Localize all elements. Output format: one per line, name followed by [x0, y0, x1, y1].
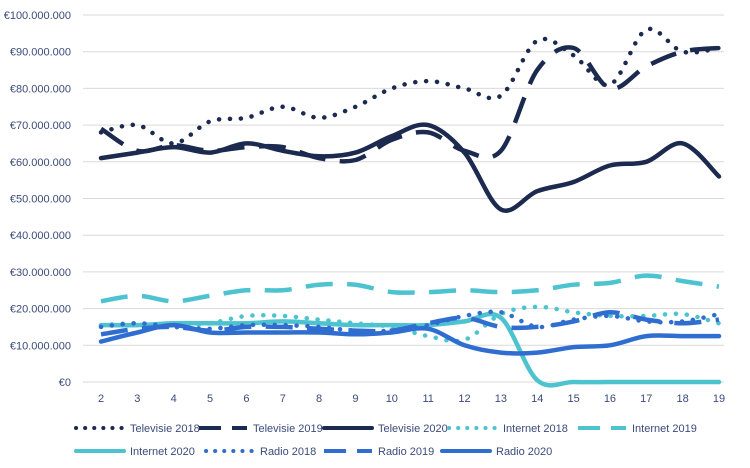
- grid-layer: [83, 14, 724, 383]
- y-axis: €0 €10.000.000 €20.000.000 €30.000.000 €40.0…: [4, 10, 71, 389]
- y-tick-label: €30.000.000: [10, 267, 71, 279]
- series-line-televisie-2020: [98, 122, 722, 213]
- x-tick-label: 18: [677, 393, 689, 405]
- series-line-televisie-2018: [98, 26, 722, 146]
- legend: Televisie 2018 Televisie 2019 Televisie 20…: [74, 423, 697, 458]
- legend-label-televisie-2018: Televisie 2018: [130, 423, 200, 435]
- y-tick-label: €60.000.000: [10, 157, 71, 169]
- legend-label-televisie-2019: Televisie 2019: [253, 423, 323, 435]
- legend-label-radio-2019: Radio 2019: [378, 446, 434, 458]
- x-tick-label: 19: [713, 393, 725, 405]
- y-tick-label: €100.000.000: [4, 10, 71, 22]
- x-tick-label: 15: [567, 393, 579, 405]
- x-tick-label: 2: [98, 393, 104, 405]
- x-tick-label: 17: [640, 393, 652, 405]
- x-tick-label: 11: [422, 393, 433, 405]
- series-line-internet-2018: [98, 304, 722, 344]
- series-layer: [98, 26, 722, 388]
- x-tick-label: 14: [531, 393, 543, 405]
- x-tick-label: 4: [171, 393, 177, 405]
- y-tick-label: €70.000.000: [10, 120, 71, 132]
- series-line-internet-2019: [100, 273, 720, 304]
- legend-label-televisie-2020: Televisie 2020: [378, 423, 448, 435]
- legend-label-radio-2020: Radio 2020: [496, 446, 552, 458]
- y-tick-label: €50.000.000: [10, 194, 71, 206]
- x-tick-label: 6: [243, 393, 249, 405]
- legend-label-internet-2020: Internet 2020: [130, 446, 195, 458]
- legend-label-radio-2018: Radio 2018: [260, 446, 316, 458]
- y-tick-label: €10.000.000: [10, 340, 71, 352]
- legend-label-internet-2018: Internet 2018: [503, 423, 568, 435]
- x-tick-label: 5: [207, 393, 213, 405]
- x-tick-label: 8: [316, 393, 322, 405]
- series-line-internet-2020: [98, 311, 722, 388]
- series-line-radio-2020: [98, 322, 722, 356]
- y-tick-label: €90.000.000: [10, 47, 71, 59]
- y-tick-label: €80.000.000: [10, 83, 71, 95]
- x-tick-label: 12: [458, 393, 470, 405]
- y-tick-label: €20.000.000: [10, 304, 71, 316]
- x-tick-label: 9: [352, 393, 358, 405]
- x-tick-label: 10: [386, 393, 398, 405]
- x-axis: 2 3 4 5 6 7 8 9 10 11 12 13 14 15 16 17 18 19: [98, 393, 725, 405]
- legend-label-internet-2019: Internet 2019: [632, 423, 697, 435]
- y-tick-label: €40.000.000: [10, 230, 71, 242]
- x-tick-label: 13: [495, 393, 507, 405]
- x-tick-label: 7: [280, 393, 286, 405]
- x-tick-label: 3: [134, 393, 140, 405]
- x-tick-label: 16: [604, 393, 616, 405]
- y-tick-label: €0: [59, 377, 71, 389]
